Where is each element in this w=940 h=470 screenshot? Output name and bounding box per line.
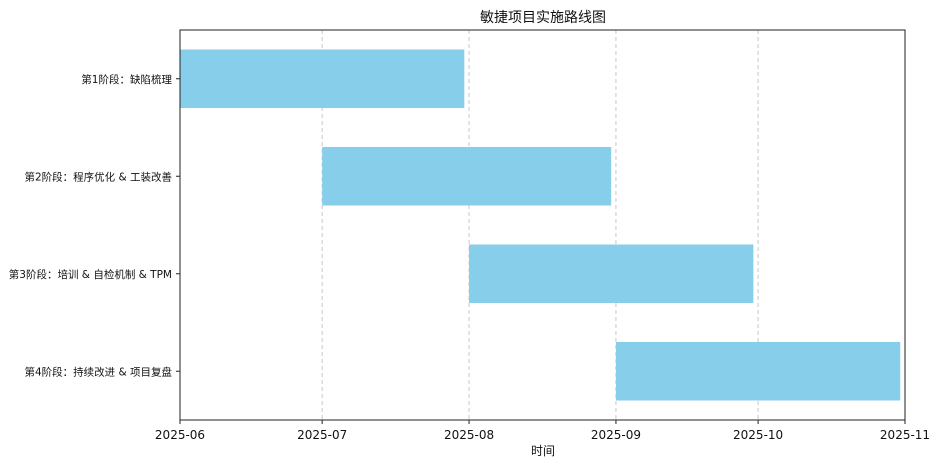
x-tick-label: 2025-08 [444, 428, 494, 442]
plot-frame [179, 29, 906, 421]
x-axis-ticks: 2025-06 2025-07 2025-08 2025-09 2025-10 2025-… [155, 420, 930, 442]
y-tick-label: 第4阶段：持续改进 & 项目复盘 [24, 365, 172, 378]
y-tick-label: 第3阶段：培训 & 自检机制 & TPM [9, 268, 172, 281]
gantt-bar [180, 49, 465, 108]
y-tick-label: 第2阶段：程序优化 & 工装改善 [24, 170, 172, 183]
x-tick-label: 2025-07 [297, 428, 347, 442]
gantt-bar [615, 342, 901, 401]
x-tick-label: 2025-10 [733, 428, 783, 442]
x-tick-label: 2025-06 [155, 428, 205, 442]
chart-title: 敏捷项目实施路线图 [480, 10, 606, 26]
gantt-bar [469, 244, 754, 303]
x-tick-label: 2025-09 [591, 428, 641, 442]
gantt-bar [322, 147, 612, 206]
y-tick-label: 第1阶段：缺陷梳理 [81, 73, 172, 86]
x-tick-label: 2025-11 [880, 428, 930, 442]
bars [180, 49, 901, 401]
x-axis-label: 时间 [531, 444, 555, 458]
